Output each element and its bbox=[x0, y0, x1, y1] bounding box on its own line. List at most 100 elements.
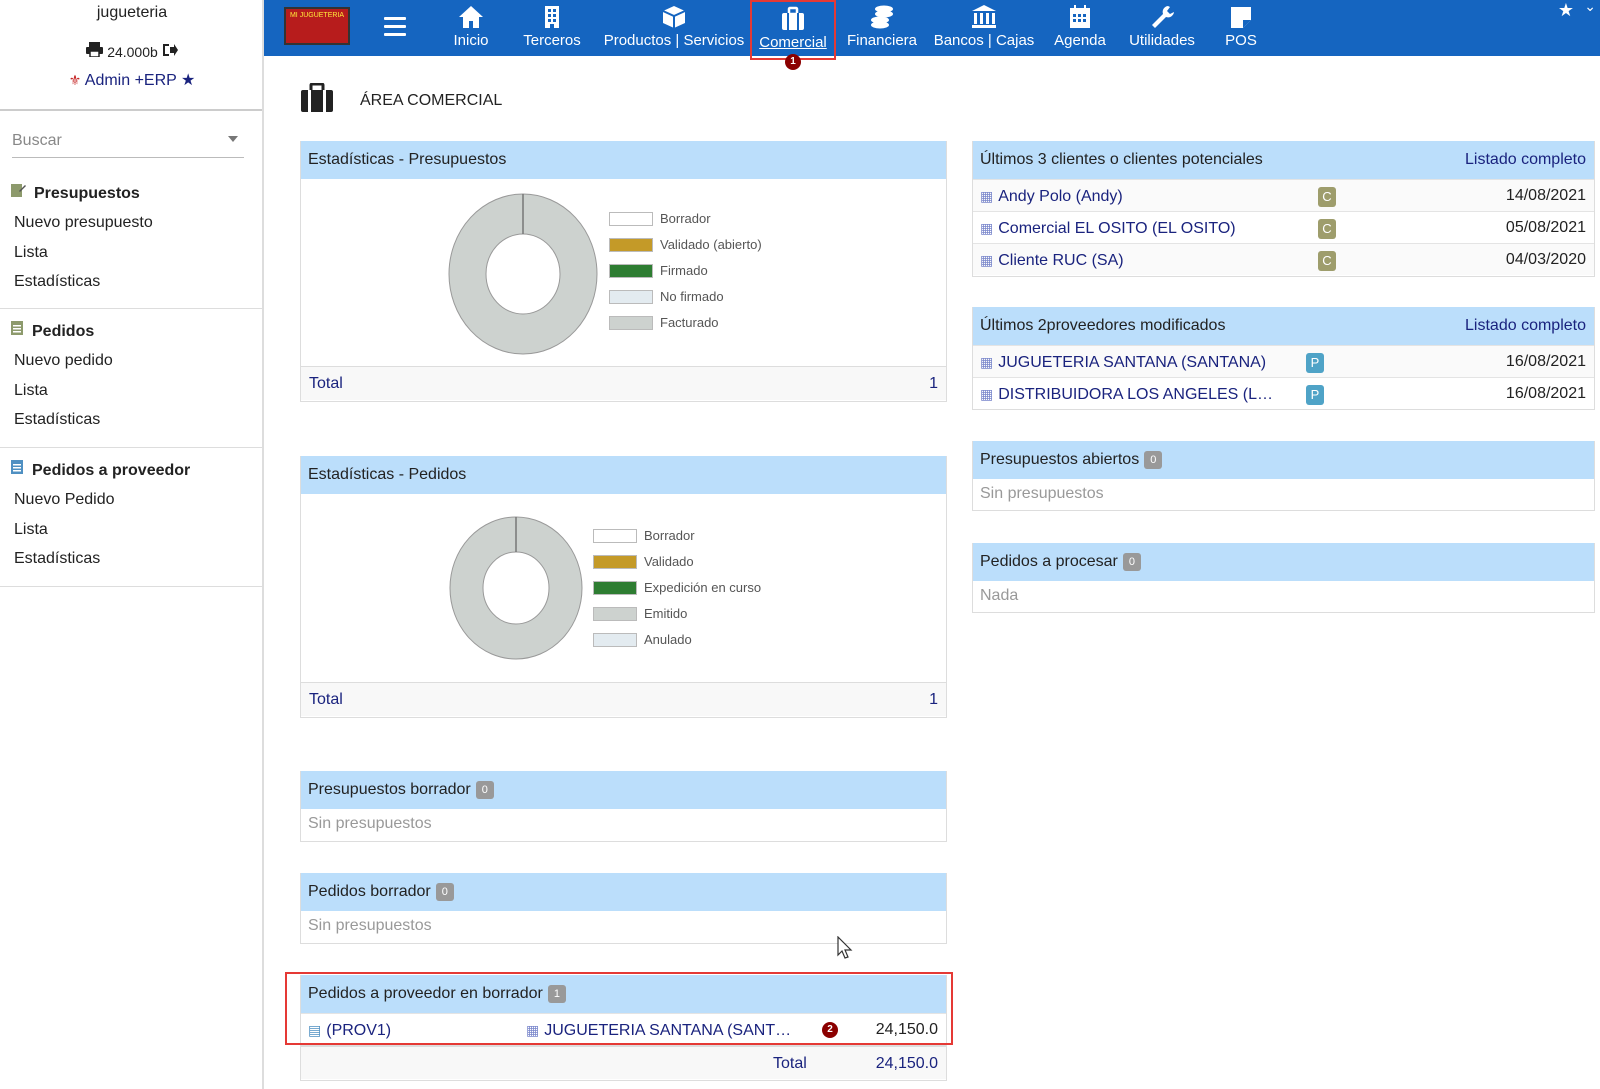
hamburger-menu-icon[interactable] bbox=[384, 17, 406, 41]
legend-emitido[interactable]: Emitido bbox=[593, 606, 687, 621]
full-list-link[interactable]: Listado completo bbox=[1465, 151, 1586, 168]
legend-label: No firmado bbox=[660, 289, 724, 304]
search-input[interactable]: Buscar bbox=[12, 128, 244, 158]
bookmark-star-icon[interactable]: ★ bbox=[180, 72, 196, 89]
menu-divider bbox=[0, 586, 262, 587]
panel-stats-pedidos: Estadísticas - Pedidos Borrador Validado… bbox=[300, 456, 947, 718]
list-item[interactable]: ▦ Andy Polo (Andy) C 14/08/2021 bbox=[973, 179, 1594, 211]
legend-validado[interactable]: Validado (abierto) bbox=[609, 237, 762, 252]
chevron-down-icon[interactable] bbox=[228, 136, 238, 142]
legend-label: Borrador bbox=[660, 211, 711, 226]
client-tag: C bbox=[1318, 187, 1336, 207]
nav-pos[interactable]: POS bbox=[1209, 0, 1273, 56]
menu-item-estadisticas-pedidos-proveedor[interactable]: Estadísticas bbox=[14, 550, 101, 567]
panel-title: Presupuestos abiertos bbox=[980, 451, 1140, 468]
company-name[interactable]: jugueteria bbox=[96, 4, 168, 21]
menu-pedidos-proveedor: Pedidos a proveedor Nuevo Pedido Lista E… bbox=[0, 457, 262, 574]
legend-label: Facturado bbox=[660, 315, 719, 330]
count-badge: 0 bbox=[1144, 451, 1163, 469]
panel-presupuestos-abiertos: Presupuestos abiertos 0 Sin presupuestos bbox=[972, 441, 1595, 511]
client-link[interactable]: Andy Polo (Andy) bbox=[998, 188, 1123, 205]
panel-header: Pedidos a proveedor en borrador 1 bbox=[301, 975, 946, 1013]
legend-no-firmado[interactable]: No firmado bbox=[609, 289, 724, 304]
menu-head-pedidos-proveedor[interactable]: Pedidos a proveedor bbox=[0, 457, 262, 485]
legend-expedicion[interactable]: Expedición en curso bbox=[593, 580, 761, 595]
list-item[interactable]: ▦ DISTRIBUIDORA LOS ANGELES (L… P 16/08/202… bbox=[973, 377, 1594, 409]
chevron-down-icon[interactable]: ⌄ bbox=[1584, 0, 1596, 14]
supplier-link[interactable]: JUGUETERIA SANTANA (SANTANA) bbox=[998, 354, 1267, 371]
step-badge: 1 bbox=[785, 54, 801, 70]
menu-item-estadisticas-presupuestos[interactable]: Estadísticas bbox=[14, 273, 101, 290]
menu-item-nuevo-presupuesto[interactable]: Nuevo presupuesto bbox=[14, 214, 153, 231]
date-cell: 05/08/2021 bbox=[1505, 219, 1586, 236]
count-badge: 0 bbox=[475, 781, 494, 799]
order-ref-link[interactable]: (PROV1) bbox=[326, 1022, 392, 1039]
date-cell: 14/08/2021 bbox=[1505, 187, 1586, 204]
supplier-link[interactable]: DISTRIBUIDORA LOS ANGELES (L… bbox=[998, 386, 1273, 403]
panel-header: Pedidos borrador 0 bbox=[301, 873, 946, 911]
legend-firmado[interactable]: Firmado bbox=[609, 263, 708, 278]
nav-productos-servicios[interactable]: Productos | Servicios bbox=[599, 0, 749, 56]
menu-divider bbox=[0, 447, 262, 448]
menu-pedidos: Pedidos Nuevo pedido Lista Estadísticas bbox=[0, 318, 262, 435]
empty-message: Sin presupuestos bbox=[308, 815, 432, 832]
nav-financiera[interactable]: Financiera bbox=[839, 0, 925, 56]
nav-comercial[interactable]: Comercial 1 bbox=[750, 0, 836, 70]
nav-utilidades[interactable]: Utilidades bbox=[1120, 0, 1204, 56]
legend-facturado[interactable]: Facturado bbox=[609, 315, 719, 330]
donut-chart[interactable] bbox=[448, 515, 584, 661]
count-badge: 0 bbox=[435, 883, 454, 901]
menu-item-lista-pedidos-proveedor[interactable]: Lista bbox=[14, 520, 48, 538]
table-row[interactable]: ▤ (PROV1) ▦ JUGUETERIA SANTANA (SANT… 2 24… bbox=[301, 1013, 946, 1045]
panel-header: Pedidos a procesar 0 bbox=[973, 543, 1594, 581]
menu-head-pedidos[interactable]: Pedidos bbox=[0, 318, 262, 346]
empty-message: Sin presupuestos bbox=[980, 485, 1104, 502]
panel-ultimos-proveedores: Últimos 2proveedores modificados Listado … bbox=[972, 307, 1595, 410]
menu-item-nuevo-pedido[interactable]: Nuevo pedido bbox=[14, 352, 113, 369]
nav-terceros[interactable]: Terceros bbox=[509, 0, 595, 56]
client-link[interactable]: Cliente RUC (SA) bbox=[998, 252, 1124, 269]
legend-validado[interactable]: Validado bbox=[593, 554, 694, 569]
panel-stats-presupuestos: Estadísticas - Presupuestos Borrador Val… bbox=[300, 141, 947, 402]
search-placeholder: Buscar bbox=[12, 132, 62, 149]
list-item[interactable]: ▦ Cliente RUC (SA) C 04/03/2020 bbox=[973, 243, 1594, 275]
donut-chart[interactable] bbox=[447, 191, 599, 357]
favorites-star-icon[interactable]: ★ bbox=[1557, 0, 1574, 20]
date-cell: 16/08/2021 bbox=[1505, 385, 1586, 402]
panel-header: Estadísticas - Pedidos bbox=[301, 456, 946, 494]
panel-header: Estadísticas - Presupuestos bbox=[301, 141, 946, 179]
company-logo[interactable]: MI JUGUETERIA bbox=[284, 7, 350, 45]
supplier-link[interactable]: JUGUETERIA SANTANA (SANT… bbox=[544, 1022, 792, 1039]
building-icon: ▦ bbox=[980, 354, 994, 370]
menu-item-nuevo-pedido-proveedor[interactable]: Nuevo Pedido bbox=[14, 491, 115, 508]
menu-head-presupuestos[interactable]: Presupuestos bbox=[0, 180, 262, 208]
panel-title: Pedidos borrador bbox=[308, 883, 431, 900]
list-item[interactable]: ▦ JUGUETERIA SANTANA (SANTANA) P 16/08/2021 bbox=[973, 345, 1594, 377]
legend-label: Validado bbox=[644, 554, 694, 569]
printer-amount: 24.000b bbox=[107, 44, 158, 60]
user-name[interactable]: Admin +ERP bbox=[84, 72, 177, 89]
list-item[interactable]: ▦ Comercial EL OSITO (EL OSITO) C 05/08/202… bbox=[973, 211, 1594, 243]
legend-anulado[interactable]: Anulado bbox=[593, 632, 692, 647]
nav-agenda[interactable]: Agenda bbox=[1044, 0, 1116, 56]
client-link[interactable]: Comercial EL OSITO (EL OSITO) bbox=[998, 220, 1236, 237]
total-value: 24,150.0 bbox=[875, 1055, 938, 1072]
nav-label: Utilidades bbox=[1129, 32, 1195, 49]
nav-inicio[interactable]: Inicio bbox=[439, 0, 503, 56]
document-icon: ▤ bbox=[308, 1022, 322, 1038]
printer-icon[interactable] bbox=[86, 42, 107, 60]
building-icon bbox=[545, 6, 559, 28]
panel-title: Presupuestos borrador bbox=[308, 781, 471, 798]
full-list-link[interactable]: Listado completo bbox=[1465, 317, 1586, 334]
legend-borrador[interactable]: Borrador bbox=[609, 211, 711, 226]
nav-bancos-cajas[interactable]: Bancos | Cajas bbox=[929, 0, 1039, 56]
legend-borrador[interactable]: Borrador bbox=[593, 528, 695, 543]
menu-item-lista-pedidos[interactable]: Lista bbox=[14, 381, 48, 399]
legend-label: Borrador bbox=[644, 528, 695, 543]
briefcase-icon bbox=[782, 6, 804, 30]
count-badge: 0 bbox=[1122, 553, 1141, 571]
nav-label: POS bbox=[1225, 32, 1257, 49]
menu-item-estadisticas-pedidos[interactable]: Estadísticas bbox=[14, 411, 101, 428]
menu-item-lista-presupuestos[interactable]: Lista bbox=[14, 243, 48, 261]
logout-icon[interactable] bbox=[162, 44, 178, 60]
